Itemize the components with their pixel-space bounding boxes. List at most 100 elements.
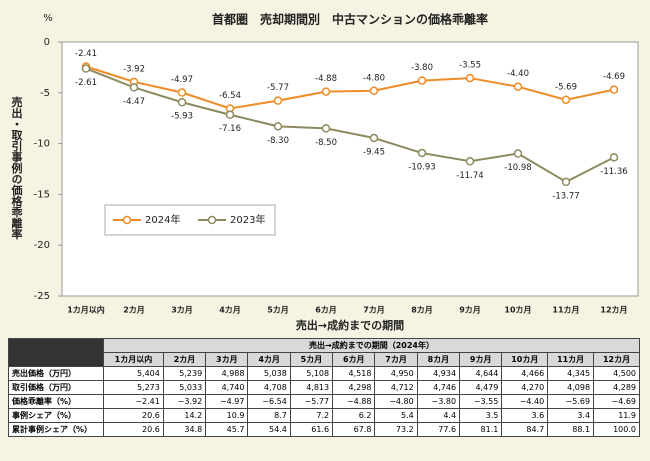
data-point <box>273 96 283 105</box>
data-point <box>561 177 571 187</box>
table-cell: 3.5 <box>459 408 503 423</box>
table-cell: 3.6 <box>501 408 549 423</box>
data-label: -9.45 <box>363 148 385 158</box>
data-label: -3.80 <box>411 63 433 73</box>
data-point <box>417 76 427 85</box>
row-label: 累計事例シェア（%） <box>8 422 104 437</box>
x-tick-label: 8カ月 <box>411 306 433 315</box>
x-tick-label: 12カ月 <box>600 306 627 315</box>
y-tick-label: -5 <box>40 88 50 99</box>
data-label: -3.55 <box>459 61 481 71</box>
table-cell: 84.7 <box>501 422 549 437</box>
table-row: 売出価格（万円） 5,404 5,239 4,988 5,038 5,108 4,518 4,… <box>8 366 640 381</box>
table-cell: 4,270 <box>501 380 549 395</box>
x-tick-label: 11カ月 <box>552 306 579 315</box>
table-cell: 73.2 <box>374 422 418 437</box>
data-label: -4.88 <box>315 74 337 84</box>
data-point <box>609 85 619 94</box>
table-cell: 4,289 <box>593 380 640 395</box>
data-label: -6.54 <box>219 91 241 101</box>
data-point <box>369 133 379 143</box>
x-tick-label: 3カ月 <box>171 306 193 315</box>
x-tick-label: 7カ月 <box>363 306 385 315</box>
table-cell: 67.8 <box>332 422 376 437</box>
unit-label: % <box>43 13 53 24</box>
table-cell: 4,746 <box>416 380 461 395</box>
series-line <box>85 65 615 110</box>
column-header: 7カ月 <box>374 352 418 367</box>
table-cell: −4.80 <box>374 394 418 409</box>
table-cell: 4,708 <box>247 380 291 395</box>
data-label: -7.16 <box>219 124 241 134</box>
data-point <box>465 73 475 83</box>
table-cell: 5,038 <box>247 366 291 381</box>
x-tick-label: 5カ月 <box>267 306 289 315</box>
table-cell: 4,518 <box>332 366 376 381</box>
data-point <box>513 149 523 158</box>
column-header: 5カ月 <box>289 352 334 367</box>
x-tick-label: 9カ月 <box>459 306 481 315</box>
data-label: -10.93 <box>408 163 435 173</box>
data-point <box>369 86 379 96</box>
chart: 首都圏 売却期間別 中古マンションの価格乖離率 % 売出・取引事例の価格乖離率 … <box>10 12 639 332</box>
data-label: -8.50 <box>315 138 337 148</box>
data-label: -10.98 <box>504 163 531 173</box>
table-cell: 4,934 <box>416 366 461 381</box>
table-cell: 77.6 <box>416 422 461 437</box>
column-header: 2カ月 <box>162 352 207 367</box>
column-header: 4カ月 <box>247 352 291 367</box>
legend-marker <box>207 215 217 225</box>
table-cell: −5.69 <box>547 394 595 409</box>
table-row: 取引価格（万円） 5,273 5,033 4,740 4,708 4,813 4,298 4,… <box>8 380 640 395</box>
data-point <box>273 122 283 131</box>
table-row: 累計事例シェア（%） 20.6 34.8 45.7 54.4 61.6 67.8 73.2 77… <box>8 422 640 437</box>
table-cell: 5,404 <box>103 366 164 381</box>
table-cell: 4,345 <box>547 366 595 381</box>
row-label: 価格乖離率（%） <box>8 394 104 409</box>
column-header: 1カ月以内 <box>103 352 164 367</box>
data-label: -11.36 <box>600 167 627 177</box>
row-label: 取引価格（万円） <box>8 380 104 395</box>
table-cell: −6.54 <box>247 394 291 409</box>
table-cell: 88.1 <box>547 422 595 437</box>
table-cell: 4,950 <box>374 366 418 381</box>
data-point <box>561 95 571 105</box>
y-tick-label: 0 <box>44 37 50 48</box>
data-point <box>321 124 331 133</box>
y-tick-label: -15 <box>34 189 50 200</box>
data-point <box>417 148 427 158</box>
y-tick-label: -10 <box>34 139 50 150</box>
data-label: -4.69 <box>603 72 625 82</box>
data-point <box>465 157 475 166</box>
table-cell: 4,298 <box>332 380 376 395</box>
table-cell: 20.6 <box>103 408 164 423</box>
legend-marker <box>122 215 132 225</box>
table-cell: −5.77 <box>289 394 334 409</box>
table-cell: 100.0 <box>593 422 640 437</box>
plot-area <box>61 41 639 297</box>
table-cell: 4.4 <box>416 408 461 423</box>
column-header: 6カ月 <box>332 352 376 367</box>
legend-label: 2024年 <box>145 213 180 226</box>
table-cell: 14.2 <box>162 408 207 423</box>
x-tick-label: 6カ月 <box>315 306 337 315</box>
x-axis-label: 売出→成約までの期間 <box>296 318 404 332</box>
table-cell: 6.2 <box>332 408 376 423</box>
table-cell: 5,033 <box>162 380 207 395</box>
table-cell: 5,239 <box>162 366 207 381</box>
y-axis-label: 売出・取引事例の価格乖離率 <box>10 95 24 240</box>
data-label: -4.97 <box>171 75 193 85</box>
table-cell: 54.4 <box>247 422 291 437</box>
column-header: 3カ月 <box>205 352 249 367</box>
table-cell: 8.7 <box>247 408 291 423</box>
x-tick-label: 4カ月 <box>219 306 241 315</box>
table-cell: 5,108 <box>289 366 334 381</box>
data-point <box>321 87 331 96</box>
table-cell: 11.9 <box>593 408 640 423</box>
x-tick-label: 1カ月以内 <box>67 305 105 315</box>
y-tick-label: -20 <box>34 240 50 251</box>
table-cell: −3.80 <box>416 394 461 409</box>
table-cell: −3.92 <box>162 394 207 409</box>
table-cell: 4,988 <box>205 366 249 381</box>
